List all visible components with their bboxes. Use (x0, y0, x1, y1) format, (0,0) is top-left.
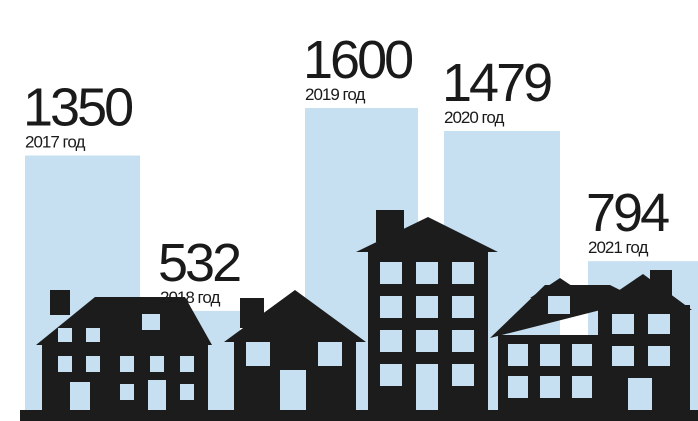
houses-illustration (20, 210, 698, 421)
category-label: 2019 год (305, 85, 365, 104)
value-label: 1350 (23, 78, 132, 138)
value-label: 1600 (303, 30, 412, 90)
category-label: 2017 год (25, 133, 85, 152)
category-label: 2018 год (160, 288, 220, 307)
value-label: 794 (586, 183, 669, 243)
category-label: 2021 год (588, 238, 648, 257)
value-label: 532 (158, 233, 240, 293)
value-label: 1479 (442, 53, 551, 113)
category-label: 2020 год (444, 108, 504, 127)
